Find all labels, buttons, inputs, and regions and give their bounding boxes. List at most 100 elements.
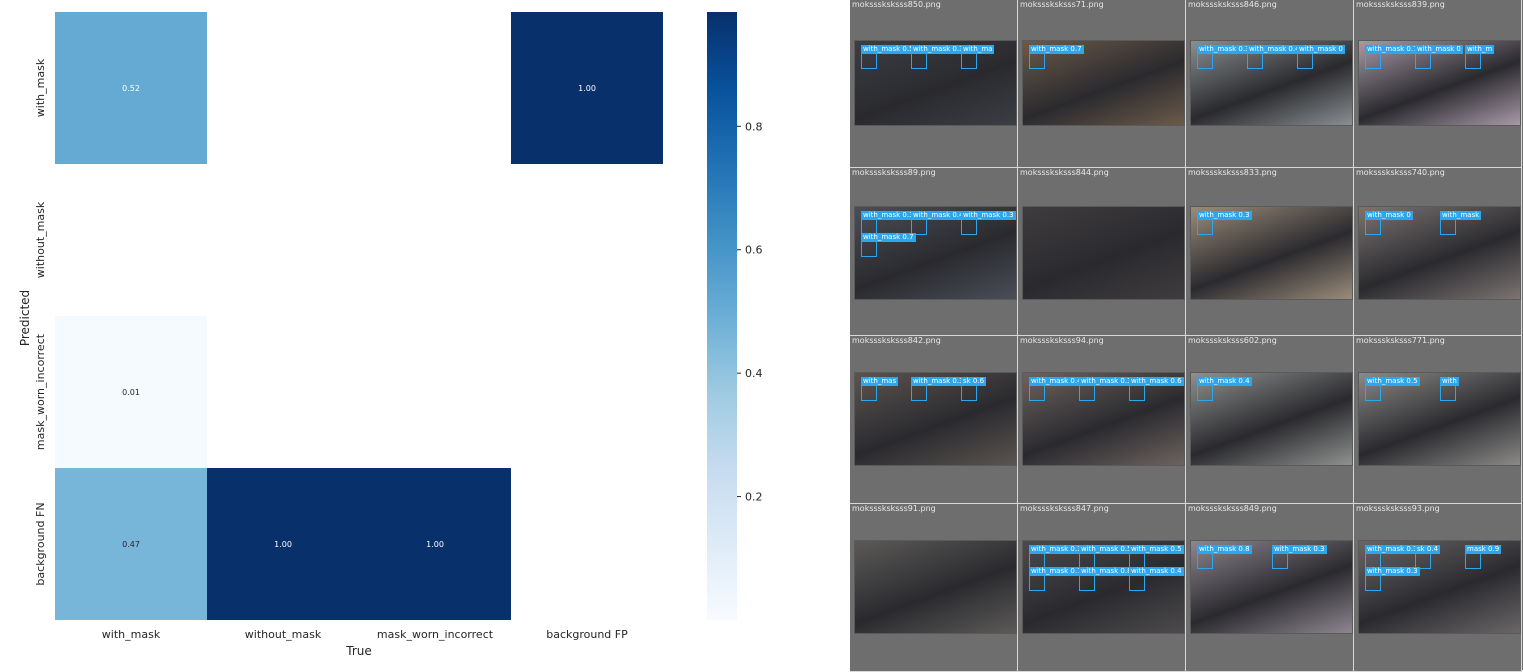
image-filename: moksssksksss71.png	[1020, 0, 1104, 9]
prediction-image: with_mask 0 with_mask	[1358, 206, 1521, 300]
detection-box: with_mask 0	[1415, 45, 1463, 69]
gallery-tile: moksssksksss847.png with_mask 0.3 with_mas…	[1018, 504, 1186, 672]
gallery-tile: moksssksksss602.png with_mask 0.4	[1186, 336, 1354, 504]
detection-box: with_mask 0.5	[1365, 377, 1420, 401]
detection-box: sk 0.4	[1415, 545, 1441, 569]
heatmap-cell	[55, 12, 207, 164]
image-filename: moksssksksss849.png	[1188, 504, 1277, 513]
image-filename: moksssksksss847.png	[1020, 504, 1109, 513]
detection-box: with_mask 0.4	[1247, 45, 1302, 69]
photo-scene	[1023, 207, 1184, 299]
photo-scene	[1359, 41, 1520, 125]
detection-box: with_mask 0.3	[1197, 45, 1252, 69]
detection-box: with_mask 0.7	[1029, 45, 1084, 69]
heatmap-cell	[55, 468, 207, 620]
photo-scene	[855, 373, 1016, 465]
heatmap-cell	[511, 12, 663, 164]
detection-label: sk 0.6	[961, 377, 987, 386]
detection-label: with_mask 0.5	[1365, 377, 1420, 386]
gallery-tile: moksssksksss91.png	[850, 504, 1018, 672]
detection-label: with_mask 0	[1415, 45, 1463, 54]
cell-value-label: 0.01	[122, 388, 140, 397]
detection-label: with_mask 0.8	[1197, 545, 1252, 554]
gallery-tile: moksssksksss844.png	[1018, 168, 1186, 336]
detection-label: with_mask 0.7	[1029, 45, 1084, 54]
heatmap-cell	[359, 468, 511, 620]
photo-scene	[855, 207, 1016, 299]
detection-box: with_mask 0.7	[1029, 567, 1084, 591]
x-tick-label: mask_worn_incorrect	[377, 628, 494, 641]
detection-box: with_mask 0.3	[1197, 211, 1252, 235]
detection-label: with_mask 0.5	[1079, 545, 1134, 554]
detection-box: with_mask 0.8	[1079, 567, 1134, 591]
detection-label: with_m	[1465, 45, 1495, 54]
detection-box: with_mask 0.3	[911, 377, 966, 401]
confusion-matrix-panel: 0.52 1.00 0.01 0.47 1.00 1.00 with_mask without…	[18, 12, 763, 658]
prediction-image	[1022, 206, 1185, 300]
prediction-image: with_mask 0.4 with_mask 0.3 with_mask 0.6	[1022, 372, 1185, 466]
detection-label: with_mask 0.4	[1029, 377, 1084, 386]
prediction-image: with_mask 0.5 with	[1358, 372, 1521, 466]
detection-box: with_mask 0.5	[861, 45, 916, 69]
prediction-image: with_mask 0.7	[1022, 40, 1185, 126]
colorbar-tick-label: 0.2	[745, 491, 763, 504]
detection-label: sk 0.4	[1415, 545, 1441, 554]
colorbar-tick-label: 0.4	[745, 367, 763, 380]
prediction-image: with_mask 0.8 with_mask 0.3	[1190, 540, 1353, 634]
detection-box: with_mask 0	[1365, 211, 1413, 235]
cell-value-label: 1.00	[578, 84, 596, 93]
detection-label: with_mask 0	[1365, 211, 1413, 220]
y-tick-label: with_mask	[34, 58, 47, 117]
detection-label: with_mask 0.3	[911, 45, 966, 54]
detection-box: sk 0.6	[961, 377, 987, 401]
prediction-image: with_mas with_mask 0.3 sk 0.6	[854, 372, 1017, 466]
photo-scene	[1191, 373, 1352, 465]
image-filename: moksssksksss839.png	[1356, 0, 1445, 9]
detection-label: with_mask 0.3	[861, 211, 916, 220]
prediction-image: with_mask 0.3 with_mask 0.4 with_mask 0	[1190, 40, 1353, 126]
gallery-tile: moksssksksss93.png with_mask 0.3 sk 0.4 mas…	[1354, 504, 1522, 672]
detection-box: with_mask 0.4	[1197, 377, 1252, 401]
detection-label: with_mask 0.3	[1272, 545, 1327, 554]
detection-label: with_mask 0.3	[961, 211, 1016, 220]
detection-label: with_mask 0.3	[1029, 545, 1084, 554]
detection-label: with_mask 0.4	[1129, 567, 1184, 576]
image-filename: moksssksksss844.png	[1020, 168, 1109, 177]
gallery-tile: moksssksksss740.png with_mask 0 with_mask	[1354, 168, 1522, 336]
gallery-tile: moksssksksss94.png with_mask 0.4 with_mask…	[1018, 336, 1186, 504]
y-tick-label: mask_worn_incorrect	[34, 333, 47, 450]
gallery-tile: moksssksksss839.png with_mask 0.7 with_mas…	[1354, 0, 1522, 168]
prediction-image: with_mask 0.3	[1190, 206, 1353, 300]
detection-box: mask 0.9	[1465, 545, 1502, 569]
x-tick-label: with_mask	[102, 628, 161, 641]
detection-label: with_mask	[1440, 211, 1482, 220]
prediction-gallery: moksssksksss850.png with_mask 0.5 with_mas…	[850, 0, 1523, 672]
gallery-tile: moksssksksss71.png with_mask 0.7	[1018, 0, 1186, 168]
detection-box: with_mask 0.7	[861, 233, 916, 257]
gallery-tile: moksssksksss89.png with_mask 0.3 with_mask…	[850, 168, 1018, 336]
detection-label: with_mask 0.5	[1129, 545, 1184, 554]
detection-label: with_mask 0.3	[1079, 377, 1134, 386]
prediction-image: with_mask 0.3 sk 0.4 mask 0.9 with_mask 0.3	[1358, 540, 1521, 634]
detection-box: with_mask 0.6	[1129, 377, 1184, 401]
photo-scene	[1359, 207, 1520, 299]
photo-scene	[1191, 541, 1352, 633]
prediction-image	[854, 540, 1017, 634]
photo-scene	[1023, 41, 1184, 125]
gallery-tile: moksssksksss771.png with_mask 0.5 with	[1354, 336, 1522, 504]
detection-box: with_mask	[1440, 211, 1482, 235]
gallery-tile: moksssksksss849.png with_mask 0.8 with_mas…	[1186, 504, 1354, 672]
detection-box: with_mask 0.8	[1197, 545, 1252, 569]
heatmap-cell	[55, 316, 207, 468]
photo-scene	[1359, 541, 1520, 633]
detection-label: with_mas	[861, 377, 899, 386]
detection-box: with_mask 0.7	[1365, 45, 1420, 69]
prediction-image: with_mask 0.7 with_mask 0 with_m	[1358, 40, 1521, 126]
detection-box: with_mask 0.4	[1129, 567, 1184, 591]
detection-label: with_mask 0.3	[1197, 45, 1252, 54]
detection-box: with_mask 0.3	[961, 211, 1016, 235]
colorbar	[707, 12, 737, 620]
image-filename: moksssksksss846.png	[1188, 0, 1277, 9]
gallery-tile: moksssksksss842.png with_mas with_mask 0.3…	[850, 336, 1018, 504]
